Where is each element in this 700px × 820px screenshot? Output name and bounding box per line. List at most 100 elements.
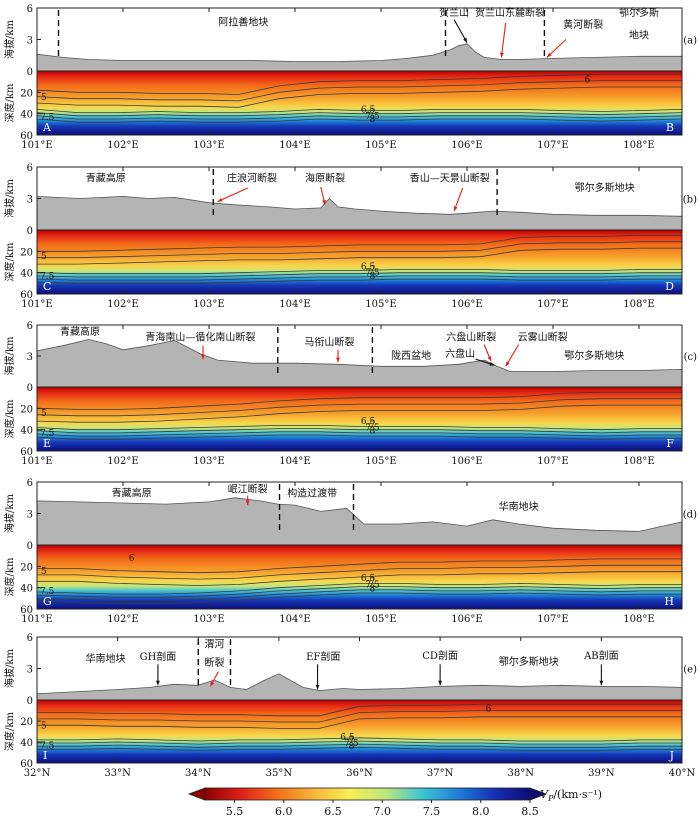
velocity-contour: [37, 558, 682, 574]
region-label: GH剖面: [140, 650, 177, 663]
x-tick-label: 38°N: [508, 768, 535, 779]
contour-label: 7: [370, 577, 376, 587]
region-label: 华南地块: [86, 652, 126, 665]
velocity-contour: [37, 703, 682, 717]
velocity-contour: [36, 80, 682, 102]
velocity-contour: [37, 740, 682, 745]
contour-label: 7.5: [40, 272, 55, 282]
velocity-contour: [36, 272, 682, 278]
depth-tick-label: 40: [20, 426, 33, 437]
velocity-contour: [37, 716, 682, 729]
region-label: 鄂尔多斯地块: [575, 181, 635, 194]
region-label: 构造过渡带: [287, 487, 337, 500]
depth-axis-label: 深度/km: [3, 712, 16, 751]
profile-start-label: C: [43, 280, 51, 293]
velocity-contour: [36, 118, 683, 123]
contour-label: 8: [370, 115, 376, 125]
arrow-head: [489, 362, 495, 366]
depth-tick-label: 0: [27, 541, 33, 552]
x-tick-label: 32°N: [24, 768, 51, 779]
region-label: AB剖面: [583, 649, 619, 662]
arrow-head: [505, 361, 510, 367]
arrow-head: [546, 52, 552, 58]
contour-label: 7.5: [365, 424, 380, 434]
x-tick-label: 102°E: [107, 614, 138, 625]
contour-label: 6.5: [361, 262, 376, 272]
contour-label: 6: [486, 704, 492, 714]
velocity-contour: [36, 112, 683, 117]
velocity-contour: [37, 710, 682, 723]
elev-axis-label: 海拔/km: [3, 179, 16, 218]
colorbar-max-triangle: [529, 787, 548, 801]
velocity-contour: [36, 278, 682, 284]
x-tick-label: 101°E: [21, 614, 52, 625]
x-tick-label: 106°E: [451, 456, 482, 467]
region-label: 青藏高原: [112, 487, 152, 500]
velocity-section: [37, 387, 682, 451]
arrow-head: [599, 680, 604, 686]
depth-tick-label: 60: [20, 131, 33, 142]
velocity-contour: [36, 592, 682, 605]
arrow-head: [201, 354, 205, 360]
colorbar-ramp: [204, 787, 531, 801]
contour-label: 8: [370, 427, 376, 437]
arrow-head: [322, 199, 326, 205]
x-tick-label: 108°E: [623, 614, 654, 625]
velocity-contour: [36, 586, 682, 598]
velocity-contour: [36, 434, 682, 440]
x-tick-label: 107°E: [537, 299, 568, 310]
velocity-contour: [36, 428, 682, 434]
topography-profile: [36, 43, 683, 72]
arrow-head: [245, 500, 250, 506]
region-label: 断裂: [204, 656, 224, 669]
contour-label: 5: [41, 567, 47, 577]
region-label: 贺兰山: [439, 6, 469, 19]
panel-label: (c): [684, 352, 698, 363]
x-tick-label: 104°E: [279, 614, 310, 625]
depth-tick-label: 40: [20, 584, 33, 595]
depth-tick-label: 40: [20, 738, 33, 749]
contour-label: 7.5: [365, 269, 380, 279]
x-tick-label: 106°E: [451, 614, 482, 625]
depth-tick-label: 0: [27, 383, 33, 394]
contour-label: 5: [41, 721, 47, 731]
x-tick-label: 103°E: [193, 456, 224, 467]
x-tick-label: 102°E: [107, 140, 138, 151]
velocity-contour: [36, 589, 682, 601]
x-tick-label: 106°E: [451, 299, 482, 310]
contour-label: 5: [41, 409, 47, 419]
velocity-contour: [37, 571, 682, 586]
x-tick-label: 101°E: [21, 456, 52, 467]
x-tick-label: 107°E: [537, 456, 568, 467]
x-tick-label: 104°E: [279, 456, 310, 467]
velocity-contour: [36, 398, 682, 417]
contour-label: 7.5: [40, 113, 55, 123]
region-label: 青藏高原: [60, 325, 100, 338]
contour-label: 6: [585, 76, 591, 86]
x-tick-label: 33°N: [104, 768, 131, 779]
region-label: 阿拉善地块: [218, 16, 268, 29]
panel-frame: [36, 324, 683, 452]
colorbar-tick-label: 6.0: [275, 805, 293, 818]
depth-tick-label: 0: [27, 67, 33, 78]
x-tick-label: 104°E: [279, 299, 310, 310]
depth-tick-label: 20: [20, 404, 33, 415]
contour-label: 5: [41, 93, 47, 103]
velocity-contour: [36, 275, 682, 281]
annotation-arrow: [500, 22, 507, 58]
x-tick-label: 103°E: [193, 614, 224, 625]
region-label: 华南地块: [499, 500, 539, 513]
profile-end-label: F: [666, 437, 674, 450]
elev-tick-label: 3: [27, 510, 33, 521]
panel-label: (a): [683, 36, 697, 47]
depth-tick-label: 20: [20, 562, 33, 573]
arrow-head: [210, 681, 215, 687]
x-tick-label: 102°E: [107, 299, 138, 310]
region-label: 六盘山断裂: [446, 330, 496, 343]
region-label: 青海南山—循化南山断裂: [145, 330, 255, 343]
